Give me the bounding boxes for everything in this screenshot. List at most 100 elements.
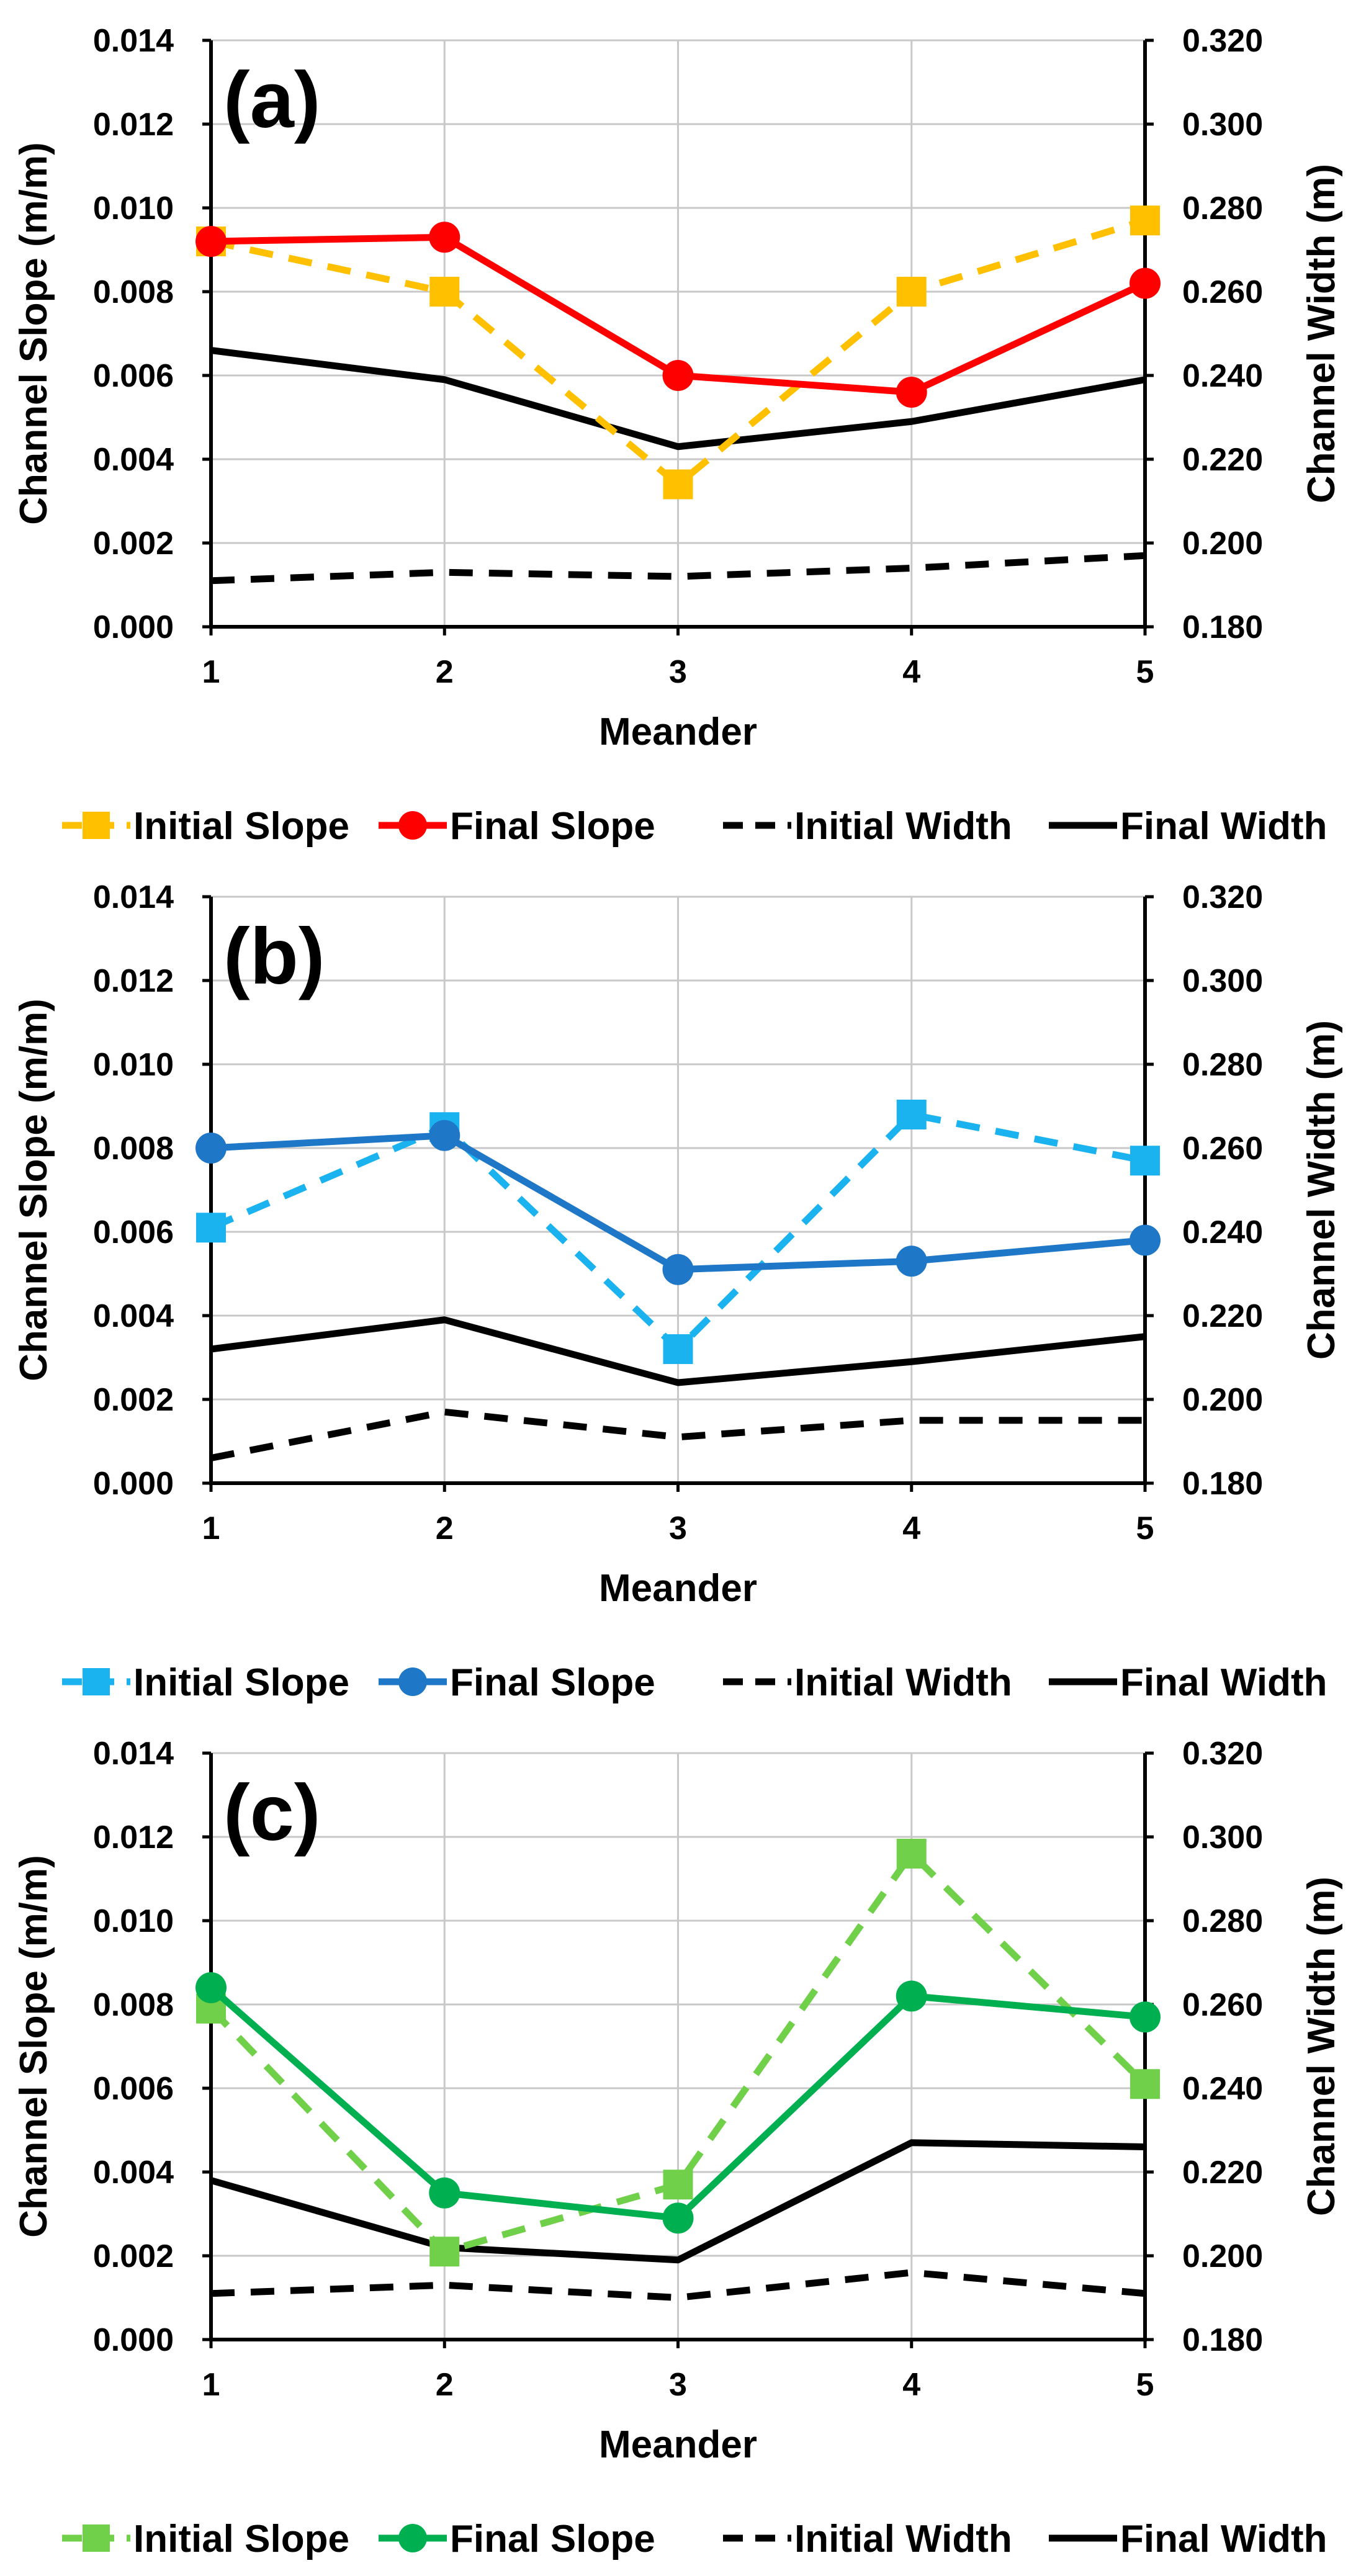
panel-label: (b) bbox=[223, 912, 325, 1001]
data-point-final-slope bbox=[195, 1972, 227, 2003]
y2-tick-label: 0.200 bbox=[1182, 1382, 1263, 1418]
x-tick-label: 3 bbox=[669, 2367, 687, 2403]
y2-tick-label: 0.280 bbox=[1182, 1047, 1263, 1083]
legend-marker bbox=[83, 2524, 110, 2552]
y2-tick-label: 0.240 bbox=[1182, 1214, 1263, 1250]
data-point-initial-slope bbox=[196, 1213, 226, 1243]
legend-marker bbox=[398, 1667, 427, 1696]
y-tick-label: 0.002 bbox=[93, 2238, 174, 2274]
y-tick-label: 0.010 bbox=[93, 1903, 174, 1939]
y2-axis-title: Channel Width (m) bbox=[1300, 1877, 1343, 2216]
series-line-initial-slope bbox=[210, 217, 1146, 488]
chart-panel-3: 0.000 0.180 0.002 0.200 0.004 0.220 0.006 0.240… bbox=[12, 1736, 1343, 2560]
y2-tick-label: 0.280 bbox=[1182, 1903, 1263, 1939]
series-line-final-width bbox=[210, 2139, 1146, 2264]
data-point-final-slope bbox=[896, 377, 927, 408]
legend-label: Initial Slope bbox=[133, 1661, 349, 1704]
y2-tick-label: 0.260 bbox=[1182, 274, 1263, 310]
data-point-final-slope bbox=[896, 1245, 927, 1277]
legend: Initial Slope Final Slope Initial Width Fin… bbox=[62, 2518, 1327, 2560]
y-axis-title: Channel Slope (m/m) bbox=[12, 142, 55, 525]
data-point-final-slope bbox=[429, 222, 460, 253]
chart-panel-1: 0.000 0.180 0.002 0.200 0.004 0.220 0.006 0.240… bbox=[12, 23, 1343, 848]
y-tick-label: 0.014 bbox=[93, 1736, 174, 1772]
legend-label: Initial Width bbox=[794, 2518, 1012, 2560]
y-tick-label: 0.004 bbox=[93, 2155, 174, 2191]
y2-tick-label: 0.260 bbox=[1182, 1131, 1263, 1167]
y-tick-label: 0.002 bbox=[93, 526, 174, 562]
y-tick-label: 0.000 bbox=[93, 2322, 174, 2358]
data-point-initial-slope bbox=[663, 1334, 693, 1364]
y2-tick-label: 0.320 bbox=[1182, 23, 1263, 59]
x-tick-label: 1 bbox=[202, 2367, 220, 2403]
panel-label: (c) bbox=[223, 1769, 320, 1857]
data-point-initial-slope bbox=[1130, 205, 1160, 236]
y-tick-label: 0.006 bbox=[93, 358, 174, 394]
x-tick-label: 4 bbox=[902, 654, 920, 690]
y2-axis-title: Channel Width (m) bbox=[1300, 1020, 1343, 1360]
y-tick-label: 0.002 bbox=[93, 1382, 174, 1418]
x-tick-label: 5 bbox=[1136, 2367, 1154, 2403]
x-tick-label: 3 bbox=[669, 654, 687, 690]
data-point-initial-slope bbox=[429, 277, 460, 307]
data-point-initial-slope bbox=[1130, 1146, 1160, 1176]
y-tick-label: 0.008 bbox=[93, 1987, 174, 2023]
y2-tick-label: 0.280 bbox=[1182, 191, 1263, 227]
legend-marker bbox=[83, 812, 110, 839]
data-point-initial-slope bbox=[663, 469, 693, 500]
y-tick-label: 0.014 bbox=[93, 23, 174, 59]
y-tick-label: 0.014 bbox=[93, 879, 174, 915]
x-tick-label: 2 bbox=[436, 2367, 454, 2403]
y-tick-label: 0.006 bbox=[93, 2071, 174, 2107]
data-point-final-slope bbox=[662, 2202, 694, 2234]
y-tick-label: 0.012 bbox=[93, 963, 174, 999]
x-axis-title: Meander bbox=[599, 2423, 757, 2466]
legend-label: Initial Width bbox=[794, 805, 1012, 848]
y-axis-title: Channel Slope (m/m) bbox=[12, 1855, 55, 2238]
y2-tick-label: 0.180 bbox=[1182, 609, 1263, 645]
data-point-initial-slope bbox=[896, 1839, 927, 1869]
y2-tick-label: 0.300 bbox=[1182, 1820, 1263, 1856]
y2-tick-label: 0.180 bbox=[1182, 2322, 1263, 2358]
chart-panel-2: 0.000 0.180 0.002 0.200 0.004 0.220 0.006 0.240… bbox=[12, 879, 1343, 1704]
legend: Initial Slope Final Slope Initial Width Fin… bbox=[62, 1661, 1327, 1704]
y2-tick-label: 0.300 bbox=[1182, 963, 1263, 999]
data-point-initial-slope bbox=[1130, 2069, 1160, 2099]
legend-marker bbox=[83, 1668, 110, 1695]
y-tick-label: 0.010 bbox=[93, 1047, 174, 1083]
data-point-final-slope bbox=[662, 1254, 694, 1285]
y2-tick-label: 0.240 bbox=[1182, 2071, 1263, 2107]
x-tick-label: 2 bbox=[436, 654, 454, 690]
legend-marker bbox=[398, 811, 427, 840]
y2-tick-label: 0.240 bbox=[1182, 358, 1263, 394]
data-point-initial-slope bbox=[896, 1100, 927, 1129]
data-point-final-slope bbox=[429, 1120, 460, 1151]
legend-label: Final Width bbox=[1120, 2518, 1327, 2560]
y2-tick-label: 0.180 bbox=[1182, 1466, 1263, 1502]
y-tick-label: 0.012 bbox=[93, 107, 174, 143]
legend-marker bbox=[398, 2524, 427, 2552]
data-point-final-slope bbox=[1130, 267, 1161, 299]
x-tick-label: 2 bbox=[436, 1510, 454, 1546]
panel-label: (a) bbox=[223, 56, 320, 145]
y2-tick-label: 0.220 bbox=[1182, 2155, 1263, 2191]
y2-tick-label: 0.260 bbox=[1182, 1987, 1263, 2023]
x-tick-label: 5 bbox=[1136, 1510, 1154, 1546]
legend-label: Final Slope bbox=[450, 805, 655, 848]
y2-tick-label: 0.300 bbox=[1182, 107, 1263, 143]
y-tick-label: 0.012 bbox=[93, 1820, 174, 1856]
data-point-final-slope bbox=[662, 360, 694, 391]
data-point-initial-slope bbox=[663, 2170, 693, 2200]
data-point-initial-slope bbox=[429, 2237, 460, 2267]
legend: Initial Slope Final Slope Initial Width Fin… bbox=[62, 805, 1327, 848]
x-tick-label: 1 bbox=[202, 1510, 220, 1546]
y-axis-title: Channel Slope (m/m) bbox=[12, 999, 55, 1381]
y-tick-label: 0.004 bbox=[93, 1298, 174, 1334]
x-tick-label: 5 bbox=[1136, 654, 1154, 690]
y-tick-label: 0.004 bbox=[93, 442, 174, 478]
y2-tick-label: 0.220 bbox=[1182, 1298, 1263, 1334]
y2-tick-label: 0.220 bbox=[1182, 442, 1263, 478]
legend-label: Final Width bbox=[1120, 805, 1327, 848]
y2-axis-title: Channel Width (m) bbox=[1300, 164, 1343, 503]
y-tick-label: 0.010 bbox=[93, 191, 174, 227]
